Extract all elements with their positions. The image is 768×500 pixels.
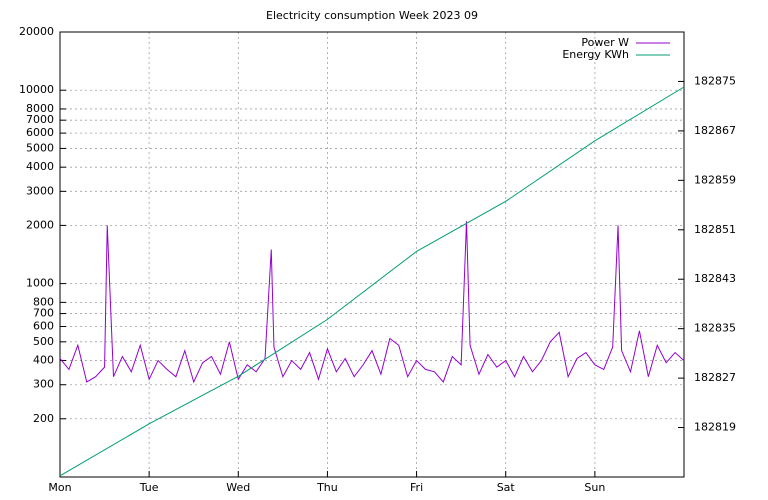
x-tick-label: Sat	[497, 481, 516, 494]
y-tick-label: 6000	[26, 126, 54, 139]
x-tick-label: Fri	[410, 481, 423, 494]
y2-tick-label: 182819	[694, 421, 736, 434]
y2-tick-label: 182875	[694, 74, 736, 87]
y-tick-label: 2000	[26, 218, 54, 231]
legend-label: Power W	[581, 36, 629, 49]
y-tick-label: 400	[33, 354, 54, 367]
x-tick-label: Sun	[584, 481, 605, 494]
y2-tick-label: 182851	[694, 223, 736, 236]
series-line	[59, 221, 685, 384]
y-tick-label: 8000	[26, 102, 54, 115]
y-tick-label: 7000	[26, 113, 54, 126]
y-tick-label: 200	[33, 412, 54, 425]
y-tick-label: 4000	[26, 160, 54, 173]
y-tick-label: 5000	[26, 141, 54, 154]
x-tick-label: Thu	[316, 481, 338, 494]
y-tick-label: 800	[33, 295, 54, 308]
y-tick-label: 500	[33, 335, 54, 348]
y-tick-label: 300	[33, 378, 54, 391]
y2-tick-label: 182859	[694, 173, 736, 186]
x-tick-label: Wed	[226, 481, 250, 494]
y-tick-label: 3000	[26, 184, 54, 197]
x-tick-label: Tue	[139, 481, 159, 494]
legend-label: Energy KWh	[562, 48, 629, 61]
series-line	[59, 86, 685, 477]
y2-tick-label: 182867	[694, 124, 736, 137]
chart-title: Electricity consumption Week 2023 09	[266, 9, 478, 22]
y2-tick-label: 182827	[694, 371, 736, 384]
y-tick-label: 600	[33, 320, 54, 333]
y-tick-label: 20000	[19, 25, 54, 38]
y-tick-label: 700	[33, 307, 54, 320]
x-tick-label: Mon	[48, 481, 71, 494]
y2-tick-label: 182843	[694, 272, 736, 285]
plot-frame	[59, 31, 685, 478]
y2-tick-label: 182835	[694, 322, 736, 335]
y-tick-label: 10000	[19, 83, 54, 96]
y-tick-label: 1000	[26, 277, 54, 290]
